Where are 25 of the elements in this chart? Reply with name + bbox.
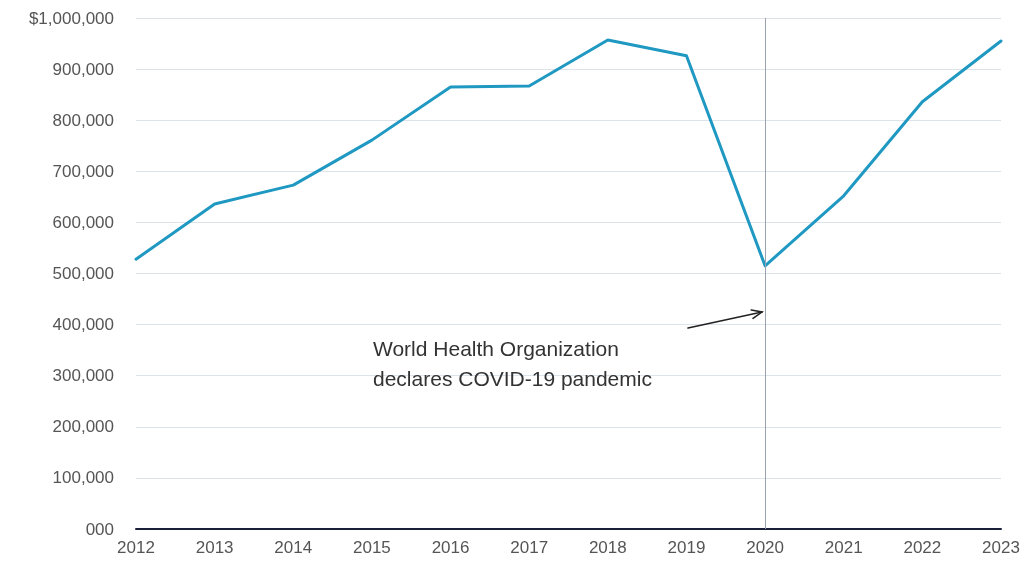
annotation: World Health Organization declares COVID-19 pandemic: [373, 336, 652, 390]
y-tick-label: 200,000: [52, 417, 114, 437]
x-tick-label: 2023: [982, 538, 1020, 557]
x-tick-label: 2019: [667, 538, 706, 557]
y-tick-label: 800,000: [52, 110, 114, 130]
y-tick-label: 700,000: [52, 161, 114, 181]
y-tick-label: 100,000: [52, 468, 114, 488]
x-tick-label: 2021: [824, 538, 863, 557]
x-tick-label: 2015: [353, 538, 391, 557]
x-tick-label: 2013: [195, 538, 234, 557]
x-tick-label: 2012: [117, 538, 155, 557]
x-tick-label: 2022: [903, 538, 942, 557]
y-tick-label: 500,000: [52, 264, 114, 283]
x-tick-label: 2020: [746, 538, 784, 557]
y-tick-label: 000: [85, 519, 114, 539]
y-tick-label: 300,000: [52, 366, 114, 386]
line-series: [134, 38, 1003, 268]
x-tick-label: 2014: [274, 538, 313, 557]
y-tick-label: 900,000: [52, 59, 114, 79]
x-tick-label: 2016: [431, 538, 470, 557]
x-tick-label: 2018: [588, 538, 627, 557]
y-tick-label: 400,000: [52, 315, 114, 335]
x-tick-label: 2017: [510, 538, 549, 557]
y-tick-label: $1,000,000: [28, 8, 114, 28]
y-tick-label: 600,000: [52, 212, 114, 232]
